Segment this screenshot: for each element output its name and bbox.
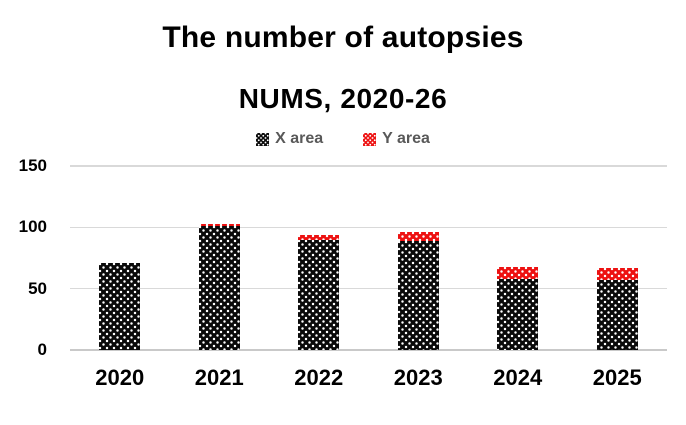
bar-2025-x-area[interactable] <box>596 280 638 350</box>
bar-2020-x-area[interactable] <box>99 262 141 350</box>
x-tick-label-2020: 2020 <box>95 365 145 390</box>
chart-title: The number of autopsies <box>162 21 524 54</box>
bar-2021-x-area[interactable] <box>198 226 240 350</box>
bar-2021-y-area[interactable] <box>198 223 240 227</box>
x-tick-label-2022: 2022 <box>294 365 344 390</box>
x-tick-label-2021: 2021 <box>194 365 244 390</box>
legend-item-x-area[interactable]: X area <box>256 130 323 148</box>
legend-label-x-area: X area <box>275 130 324 147</box>
y-tick-label-0: 0 <box>37 340 47 359</box>
gridline-100 <box>70 226 667 229</box>
gridline-0 <box>70 349 667 351</box>
x-tick-label-2025: 2025 <box>592 365 642 390</box>
bar-2025-y-area[interactable] <box>596 267 638 281</box>
x-area-swatch-icon <box>256 132 270 146</box>
legend-item-y-area[interactable]: Y area <box>363 130 430 148</box>
y-tick-label-100: 100 <box>18 217 47 237</box>
bar-2022-y-area[interactable] <box>298 234 340 240</box>
bar-2022-x-area[interactable] <box>298 239 340 350</box>
legend-label-y-area: Y area <box>382 130 430 147</box>
y-tick-label-150: 150 <box>18 156 47 175</box>
x-tick-label-2024: 2024 <box>493 365 543 390</box>
bar-2024-y-area[interactable] <box>497 266 539 279</box>
gridline-50 <box>70 287 667 290</box>
bar-2024-x-area[interactable] <box>497 278 539 350</box>
y-tick-label-50: 50 <box>28 278 47 298</box>
legend: X area Y area <box>0 129 686 149</box>
gridline-150 <box>70 165 667 167</box>
bar-2023-x-area[interactable] <box>397 240 439 350</box>
y-area-swatch-icon <box>363 132 377 146</box>
chart-subtitle: NUMS, 2020-26 <box>238 83 448 114</box>
x-tick-label-2023: 2023 <box>393 365 443 390</box>
bar-2023-y-area[interactable] <box>397 232 439 241</box>
plot-area <box>70 165 667 351</box>
